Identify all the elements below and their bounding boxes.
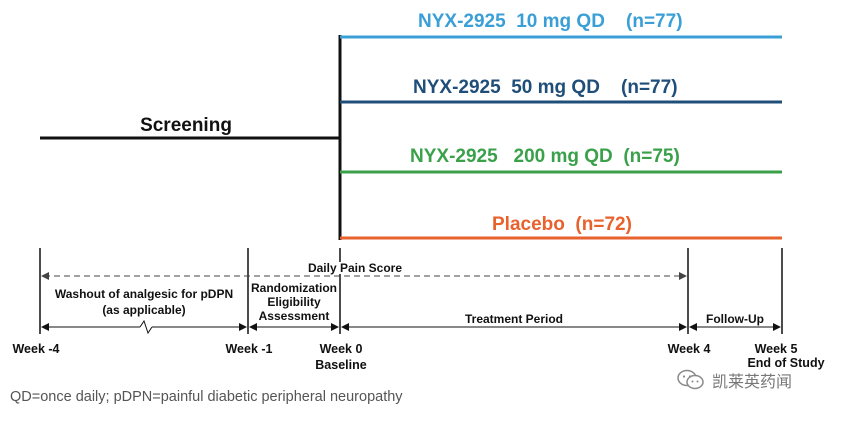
footnote: QD=once daily; pDPN=painful diabetic per…: [10, 389, 403, 405]
assessment-label: Assessment: [259, 309, 330, 323]
daily-pain-arrowhead-right: [679, 272, 687, 280]
follow-up-label: Follow-Up: [706, 312, 764, 326]
baseline-label: Baseline: [315, 358, 366, 372]
week-0-label: Week 0: [320, 342, 363, 356]
treatment-period-label: Treatment Period: [465, 312, 563, 326]
eligibility-label: Eligibility: [267, 295, 321, 309]
washout-label-line2: (as applicable): [102, 303, 185, 317]
week-4-label: Week 4: [668, 342, 711, 356]
arm-label-10mg: NYX-2925 10 mg QD (n=77): [418, 11, 683, 32]
week-neg1-label: Week -1: [225, 342, 272, 356]
watermark: 凯莱英药闻: [676, 368, 842, 392]
end-of-study-label: End of Study: [747, 356, 824, 370]
screening-label: Screening: [140, 115, 232, 136]
washout-label-line1: Washout of analgesic for pDPN: [55, 287, 233, 301]
arm-label-200mg: NYX-2925 200 mg QD (n=75): [410, 146, 680, 167]
wechat-icon: [677, 369, 704, 390]
watermark-text: 凯莱英药闻: [712, 372, 793, 391]
arm-label-50mg: NYX-2925 50 mg QD (n=77): [413, 77, 678, 98]
week-neg4-label: Week -4: [12, 342, 59, 356]
daily-pain-score-label: Daily Pain Score: [308, 261, 402, 275]
week-5-label: Week 5: [755, 342, 798, 356]
arm-label-placebo: Placebo (n=72): [492, 214, 632, 235]
randomization-label: Randomization: [251, 281, 337, 295]
washout-arrow-break: [139, 319, 153, 335]
daily-pain-arrowhead-left: [41, 272, 49, 280]
